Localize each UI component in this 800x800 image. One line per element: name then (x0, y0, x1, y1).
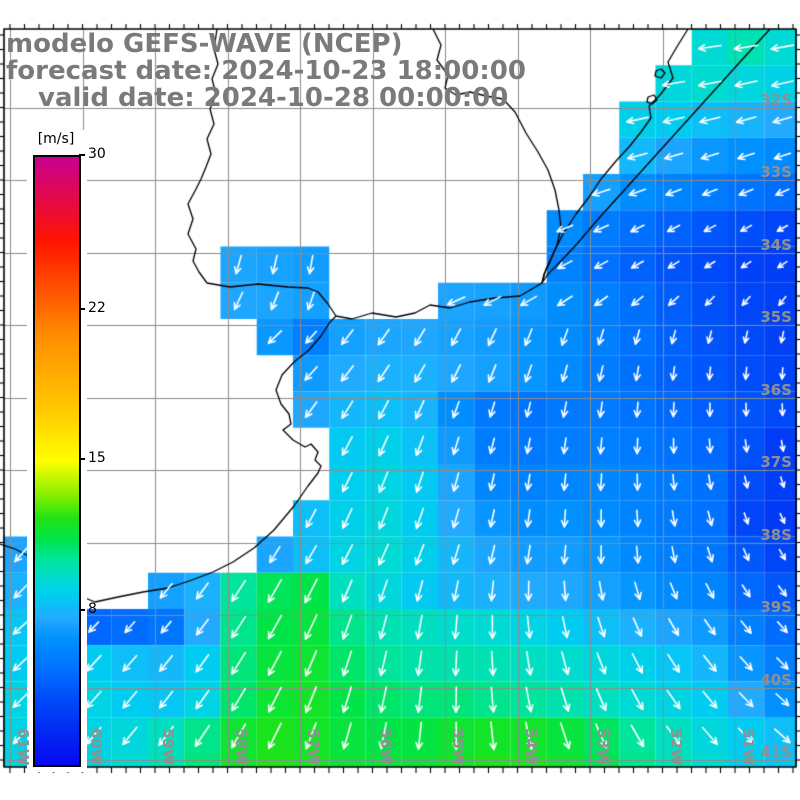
lon-label: 53W (594, 728, 612, 766)
lat-label: 32S (760, 90, 792, 109)
colorbar (33, 155, 81, 767)
lat-label: 34S (760, 235, 792, 254)
lon-label: 54W (521, 728, 540, 766)
colorbar-unit-label: [m/s] (37, 131, 75, 147)
lat-label: 36S (760, 380, 792, 399)
colorbar-tick-label: 8 (88, 600, 97, 617)
colorbar-tick-label: 15 (88, 449, 106, 466)
lat-label: 37S (760, 453, 792, 471)
colorbar-tick-mark (79, 308, 85, 311)
colorbar-tick-label: 30 (88, 146, 106, 162)
lon-label: 57W (304, 728, 322, 766)
valid-date-line: valid date: 2024-10-28 00:00:00 (38, 83, 509, 113)
lon-label: 56W (376, 728, 395, 766)
colorbar-tick-mark (79, 154, 85, 156)
plot-title: modelo GEFS-WAVE (NCEP) (6, 29, 403, 59)
colorbar-tick-label: 22 (88, 300, 106, 317)
lon-label: 51W (739, 728, 757, 766)
lon-label: 59W (159, 728, 177, 766)
lat-label: 41S (760, 743, 792, 761)
lon-label: 58W (231, 728, 250, 766)
lon-label: 60W (86, 728, 105, 766)
forecast-date-line: forecast date: 2024-10-23 18:00:00 (6, 56, 526, 86)
lon-label: 61W (14, 728, 32, 766)
lat-label: 35S (760, 308, 792, 326)
lat-label: 39S (760, 598, 792, 616)
lat-label: 33S (760, 163, 792, 181)
lat-label: 40S (760, 670, 792, 689)
lon-label: 52W (666, 728, 685, 766)
lat-label: 38S (760, 525, 792, 544)
lon-label: 55W (449, 728, 467, 766)
colorbar-tick-mark (79, 457, 85, 460)
colorbar-tick-mark (79, 608, 85, 611)
